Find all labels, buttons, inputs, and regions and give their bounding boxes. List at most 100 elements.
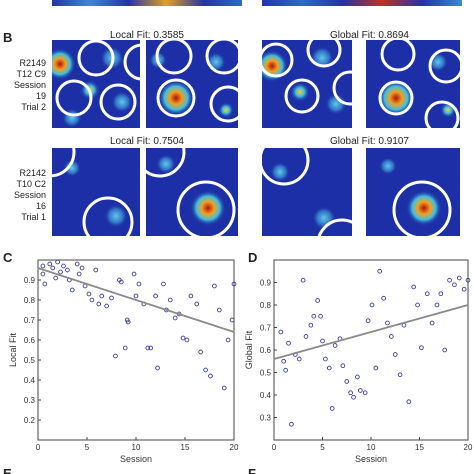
chart-c-data-point: [113, 353, 118, 359]
chart-d-data-point: [311, 313, 317, 319]
chart-c-y-axis-label: Local Fit: [8, 332, 18, 367]
chart-c-data-point: [221, 385, 227, 391]
chart-c-data-point: [50, 265, 56, 271]
chart-d-data-point: [442, 347, 448, 353]
chart-d-x-tick-label: 10: [367, 443, 376, 452]
chart-d-data-point: [369, 302, 375, 308]
chart-c-data-point: [55, 259, 60, 265]
chart-d-data-point: [365, 318, 371, 324]
chart-c-plot-frame: [37, 259, 235, 441]
chart-d-x-axis-label: Session: [355, 454, 387, 464]
row1-trial: Trial 2: [21, 102, 46, 112]
rate-map-row2-local-a: [52, 148, 140, 236]
chart-d-data-point: [344, 379, 350, 384]
panel-f-letter: F: [248, 466, 256, 474]
row2-global-fit-label: Global Fit: 0.9107: [330, 136, 409, 147]
chart-c-y-tick-label: 0.3: [24, 396, 36, 405]
chart-c-data-point: [231, 281, 237, 287]
chart-d-data-point: [438, 291, 444, 297]
chart-c-data-point: [194, 301, 200, 307]
row1-rat-id: R2149: [19, 58, 46, 68]
chart-c-data-point: [148, 345, 154, 351]
chart-global-fit-vs-session: 0 5 10 15 20 0.3 0.4 0.5 0.6 0.7 0.8 0.9 Session Glob…: [240, 258, 474, 468]
chart-c-data-point: [172, 315, 178, 321]
chart-d-data-point: [373, 365, 379, 371]
chart-c-data-point: [216, 307, 222, 313]
chart-c-x-tick-label: 0: [36, 443, 41, 452]
chart-d-data-point: [362, 390, 368, 396]
row1-session: Session 19: [13, 80, 46, 101]
chart-c-data-point: [42, 281, 48, 287]
chart-d-y-tick-label: 0.9: [260, 279, 272, 288]
chart-c-data-point: [145, 345, 151, 351]
chart-d-data-point: [283, 367, 288, 373]
chart-d-data-point: [392, 352, 398, 357]
chart-c-data-point: [167, 297, 173, 303]
rate-map-row1-global-a: [262, 40, 352, 128]
chart-local-fit-vs-session: 0 5 10 15 20 0.2 0.3 0.4 0.5 0.6 0.7 0.8 0.9 Session L…: [0, 258, 240, 468]
rate-map-row2-global-b: [366, 148, 460, 236]
chart-d-data-point: [452, 282, 457, 288]
chart-c-x-tick-label: 5: [85, 443, 90, 452]
rate-map-row2-global-a: [262, 148, 352, 236]
chart-c-data-point: [198, 349, 204, 355]
chart-d-data-point: [385, 320, 390, 326]
chart-d-data-point: [465, 277, 471, 283]
chart-d-data-point: [340, 363, 346, 369]
chart-c-data-point: [184, 337, 190, 343]
chart-d-data-point: [318, 313, 323, 319]
chart-c-x-tick-label: 15: [181, 443, 190, 452]
row1-local-fit-label: Local Fit: 0.3585: [110, 30, 184, 41]
row2-session: Session 16: [13, 190, 46, 211]
chart-c-data-point: [180, 335, 186, 341]
chart-c-y-tick-label: 0.4: [24, 376, 36, 385]
chart-d-data-point: [397, 372, 403, 378]
chart-c-data-point: [118, 279, 124, 285]
panel-d-letter: D: [248, 250, 258, 265]
chart-d-y-axis-label: Global Fit: [244, 330, 254, 369]
chart-d-data-point: [424, 291, 430, 297]
chart-c-data-point: [86, 291, 92, 297]
chart-d-y-tick-label: 0.8: [260, 301, 272, 310]
chart-d-data-point: [303, 334, 309, 339]
chart-d-y-tick-label: 0.7: [260, 324, 272, 333]
chart-d-y-tick-label: 0.5: [260, 369, 272, 378]
chart-c-data-point: [212, 283, 217, 289]
chart-c-y-tick-label: 0.6: [24, 336, 36, 345]
chart-d-y-tick-label: 0.6: [260, 346, 272, 355]
chart-c-y-tick-label: 0.2: [24, 416, 36, 425]
chart-d-x-tick-label: 15: [415, 443, 424, 452]
chart-c-data-point: [133, 293, 139, 299]
panel-e-letter: E: [3, 466, 12, 474]
chart-c-data-point: [99, 293, 105, 299]
chart-d-data-point: [323, 356, 328, 362]
chart-c-data-point: [65, 267, 70, 273]
chart-d-data-point: [447, 277, 452, 283]
chart-d-data-point: [377, 268, 383, 274]
chart-c-data-point: [109, 295, 114, 301]
chart-d-data-point: [456, 275, 462, 281]
chart-c-trend-line: [37, 267, 235, 333]
chart-c-data-point: [74, 261, 80, 267]
chart-c-data-point: [161, 281, 166, 287]
chart-c-data-point: [203, 367, 208, 373]
row2-trial: Trial 1: [21, 212, 46, 222]
chart-d-data-point: [289, 421, 294, 427]
chart-d-y-tick-label: 0.3: [260, 414, 272, 423]
chart-d-data-point: [429, 320, 435, 326]
chart-d-data-point: [308, 322, 314, 328]
panel-b-letter: B: [3, 30, 13, 45]
chart-c-data-point: [131, 271, 137, 277]
chart-d-trend-line: [273, 304, 469, 360]
chart-d-data-point: [389, 334, 394, 339]
row2-rat-id: R2142: [19, 168, 46, 178]
chart-c-data-point: [96, 301, 102, 307]
chart-d-data-point: [355, 374, 360, 380]
chart-c-data-point: [122, 345, 128, 351]
rate-map-row2-local-b: [146, 148, 238, 236]
chart-d-x-tick-label: 0: [272, 443, 277, 452]
chart-d-data-point: [419, 345, 424, 351]
rate-map-row1-local-a: [52, 40, 140, 128]
chart-c-data-point: [229, 317, 235, 323]
chart-c-data-point: [61, 263, 66, 269]
